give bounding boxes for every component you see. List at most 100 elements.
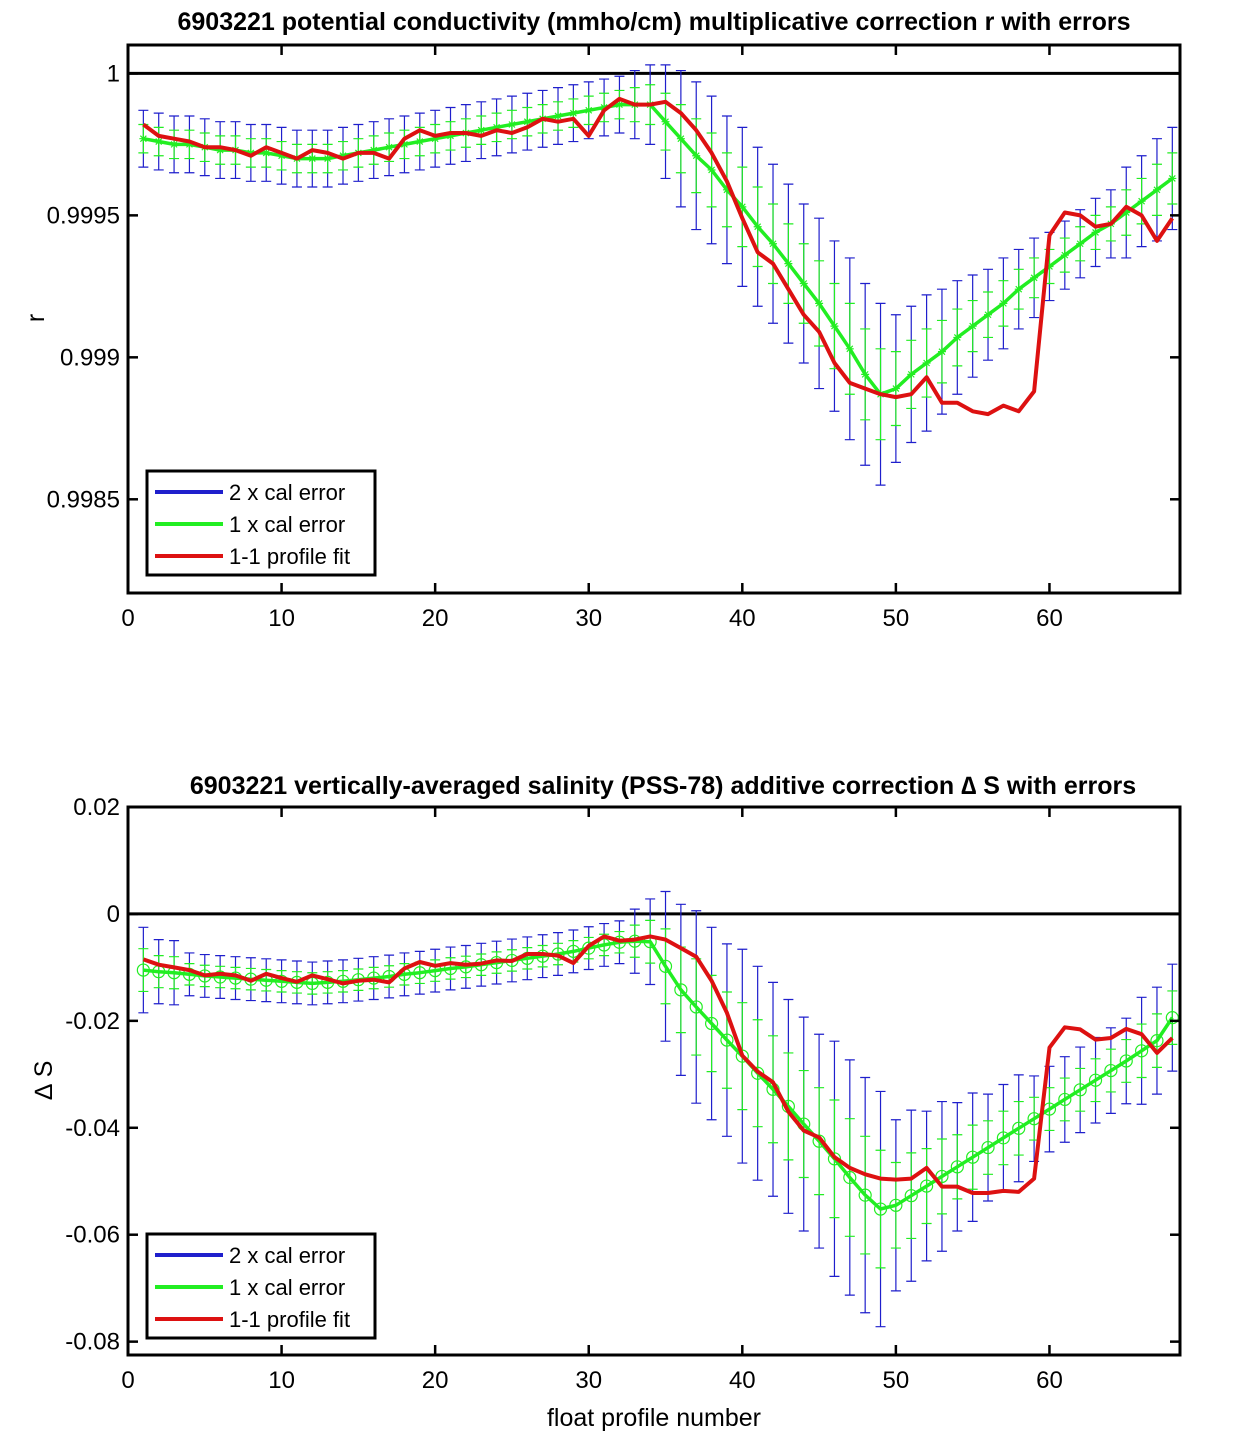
data-point-1x-cal-error (966, 1150, 980, 1164)
data-point-1x-cal-error (1137, 197, 1146, 206)
salinity-correction-panel: 6903221 vertically-averaged salinity (PS… (30, 772, 1182, 1432)
data-point-1x-cal-error (216, 146, 225, 155)
data-point-1x-cal-error (738, 202, 747, 211)
r-correction-panel: 6903221 potential conductivity (mmho/cm)… (22, 8, 1182, 632)
data-point-1x-cal-error (170, 140, 179, 149)
data-point-1x-cal-error (1076, 239, 1085, 248)
x-tick-label: 50 (883, 1367, 910, 1394)
x-tick-label: 20 (422, 1367, 449, 1394)
data-point-1x-cal-error (1168, 174, 1177, 183)
x-tick-label: 0 (121, 605, 134, 632)
data-point-1x-cal-error (1165, 1011, 1179, 1025)
series-layer (128, 64, 1180, 486)
data-point-1x-cal-error (1150, 1034, 1164, 1048)
legend-label-1x-cal-error: 1 x cal error (229, 1275, 345, 1300)
data-point-1x-cal-error (769, 239, 778, 248)
data-point-1x-cal-error (953, 333, 962, 342)
data-point-1x-cal-error (812, 1134, 826, 1148)
x-tick-label: 10 (268, 605, 295, 632)
legend-label-profile-fit: 1-1 profile fit (229, 544, 350, 569)
data-point-1x-cal-error (704, 1016, 719, 1031)
data-point-1x-cal-error (523, 117, 532, 126)
data-point-1x-cal-error (1152, 185, 1161, 194)
data-point-1x-cal-error (830, 322, 839, 331)
data-point-1x-cal-error (674, 983, 688, 997)
data-point-1x-cal-error (1104, 1063, 1118, 1078)
data-point-1x-cal-error (858, 1188, 872, 1202)
data-point-1x-cal-error (569, 109, 578, 118)
data-point-1x-cal-error (1088, 1073, 1103, 1087)
y-tick-label: 1 (107, 60, 120, 87)
data-point-1x-cal-error (262, 148, 271, 157)
x-tick-label: 60 (1036, 1367, 1063, 1394)
y-tick-label: -0.08 (65, 1329, 120, 1356)
error-bar-1x (138, 948, 149, 993)
data-point-1x-cal-error (136, 963, 150, 977)
x-tick-label: 30 (575, 1367, 602, 1394)
data-point-1x-cal-error (692, 151, 701, 160)
data-point-1x-cal-error (323, 154, 332, 163)
data-point-1x-cal-error (597, 938, 611, 952)
data-point-1x-cal-error (1012, 1121, 1026, 1135)
data-point-1x-cal-error (889, 1198, 903, 1212)
data-point-1x-cal-error (615, 100, 624, 109)
data-point-1x-cal-error (922, 359, 931, 368)
data-point-1x-cal-error (213, 970, 227, 984)
data-point-1x-cal-error (367, 971, 381, 985)
data-point-1x-cal-error (1122, 208, 1131, 217)
legend: 2 x cal error 1 x cal error 1-1 profile … (145, 469, 377, 577)
data-point-1x-cal-error (1119, 1054, 1133, 1068)
chart-title: 6903221 potential conductivity (mmho/cm)… (177, 8, 1130, 36)
data-point-1x-cal-error (999, 299, 1008, 308)
chart-title: 6903221 vertically-averaged salinity (PS… (190, 772, 1136, 800)
x-tick-label: 50 (883, 605, 910, 632)
x-tick-label: 40 (729, 1367, 756, 1394)
data-point-1x-cal-error (981, 1140, 995, 1155)
x-tick-label: 10 (268, 1367, 295, 1394)
x-tick-label: 40 (729, 605, 756, 632)
data-point-1x-cal-error (277, 151, 286, 160)
data-point-1x-cal-error (431, 134, 440, 143)
y-tick-label: -0.04 (65, 1115, 120, 1142)
data-point-1x-cal-error (385, 143, 394, 152)
y-axis-label: r (22, 314, 50, 322)
x-tick-label: 30 (575, 605, 602, 632)
data-point-1x-cal-error (1058, 1092, 1072, 1107)
data-point-1x-cal-error (1060, 251, 1069, 260)
data-point-1x-cal-error (707, 165, 716, 174)
y-tick-label: 0 (107, 901, 120, 928)
data-point-1x-cal-error (950, 1160, 964, 1174)
data-point-1x-cal-error (873, 1202, 888, 1216)
data-point-1x-cal-error (720, 1033, 734, 1047)
data-point-1x-cal-error (937, 347, 946, 356)
y-tick-label: 0.999 (60, 344, 120, 371)
data-point-1x-cal-error (799, 279, 808, 288)
legend-label-2x-cal-error: 2 x cal error (229, 480, 345, 505)
data-point-1x-cal-error (415, 137, 424, 146)
series-line-profile-fit (142, 96, 1174, 417)
data-point-1x-cal-error (139, 134, 148, 143)
data-point-1x-cal-error (984, 310, 993, 319)
data-point-1x-cal-error (843, 1170, 857, 1185)
data-point-1x-cal-error (1135, 1044, 1149, 1058)
data-point-1x-cal-error (308, 154, 317, 163)
x-tick-label: 60 (1036, 605, 1063, 632)
data-point-1x-cal-error (722, 185, 731, 194)
legend-label-1x-cal-error: 1 x cal error (229, 512, 345, 537)
data-point-1x-cal-error (1091, 228, 1100, 237)
data-point-1x-cal-error (413, 966, 427, 980)
data-point-1x-cal-error (689, 1000, 703, 1014)
y-tick-label: 0.02 (73, 794, 120, 821)
x-tick-label: 20 (422, 605, 449, 632)
data-point-1x-cal-error (446, 131, 455, 140)
data-point-1x-cal-error (891, 384, 900, 393)
data-point-1x-cal-error (919, 1179, 934, 1193)
y-tick-label: -0.06 (65, 1222, 120, 1249)
data-point-1x-cal-error (600, 103, 609, 112)
plot-frame (126, 43, 1182, 595)
data-point-1x-cal-error (477, 126, 486, 135)
x-axis-label: float profile number (547, 1404, 761, 1432)
data-point-1x-cal-error (369, 146, 378, 155)
legend: 2 x cal error 1 x cal error 1-1 profile … (145, 1232, 377, 1340)
